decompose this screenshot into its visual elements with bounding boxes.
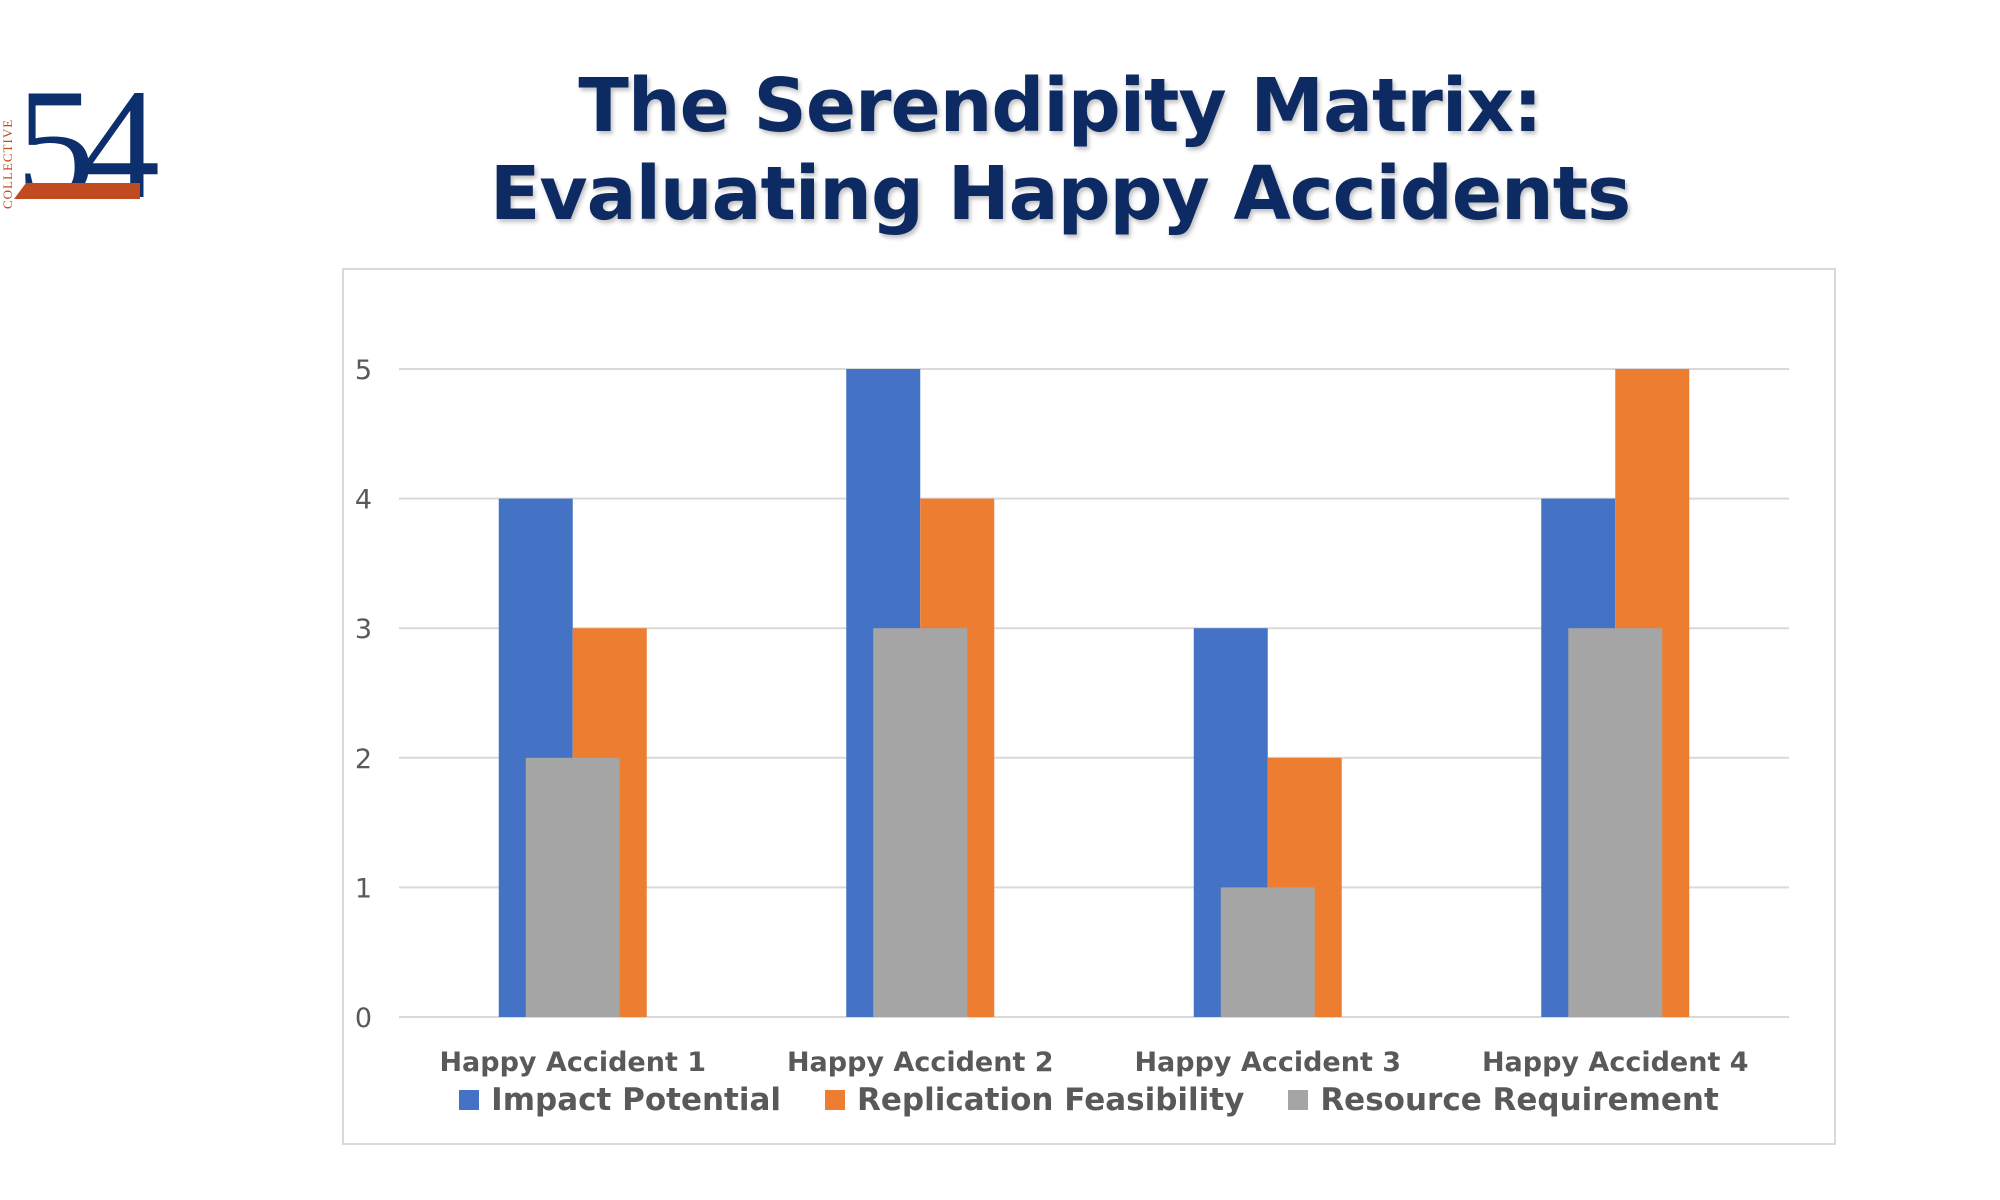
bar-resource-requirement-2 xyxy=(873,628,968,1017)
collective-54-logo: COLLECTIVE 54 xyxy=(0,40,160,224)
title-line-1: The Serendipity Matrix: xyxy=(578,63,1542,149)
legend-item: Replication Feasibility xyxy=(825,1082,1244,1118)
x-category-label: Happy Accident 2 xyxy=(787,1047,1054,1078)
y-tick-label: 3 xyxy=(355,614,372,645)
bar-chart: 0 1 2 3 4 5 Happy Accident 1 Happy Accident 2 Ha… xyxy=(355,355,1789,1078)
legend-swatch xyxy=(825,1090,846,1110)
x-category-label: Happy Accident 3 xyxy=(1134,1047,1401,1078)
chart-legend: Impact Potential Replication Feasibility R… xyxy=(344,1082,1834,1118)
legend-swatch xyxy=(459,1090,480,1110)
legend-item: Impact Potential xyxy=(459,1082,781,1118)
legend-label: Resource Requirement xyxy=(1320,1082,1719,1118)
y-tick-label: 5 xyxy=(355,355,372,386)
legend-item: Resource Requirement xyxy=(1288,1082,1719,1118)
legend-swatch xyxy=(1288,1090,1309,1110)
x-category-label: Happy Accident 4 xyxy=(1482,1047,1749,1078)
bar-resource-requirement-1 xyxy=(525,757,620,1017)
legend-label: Impact Potential xyxy=(491,1082,782,1118)
y-tick-label: 4 xyxy=(355,485,372,516)
y-tick-label: 1 xyxy=(355,873,372,904)
y-tick-label: 0 xyxy=(355,1003,372,1034)
chart-frame: 0 1 2 3 4 5 Happy Accident 1 Happy Accident 2 Ha… xyxy=(342,268,1836,1145)
logo-underline-bar xyxy=(14,183,140,199)
logo-side-text: COLLECTIVE xyxy=(0,118,14,210)
y-tick-label: 2 xyxy=(355,744,372,775)
title-line-2: Evaluating Happy Accidents xyxy=(489,151,1631,237)
x-category-label: Happy Accident 1 xyxy=(439,1047,706,1078)
legend-label: Replication Feasibility xyxy=(857,1082,1245,1118)
bar-resource-requirement-3 xyxy=(1220,887,1315,1017)
page-title: The Serendipity Matrix: Evaluating Happy… xyxy=(380,62,1740,238)
bar-resource-requirement-4 xyxy=(1568,628,1663,1017)
logo-number: 54 xyxy=(16,57,160,232)
